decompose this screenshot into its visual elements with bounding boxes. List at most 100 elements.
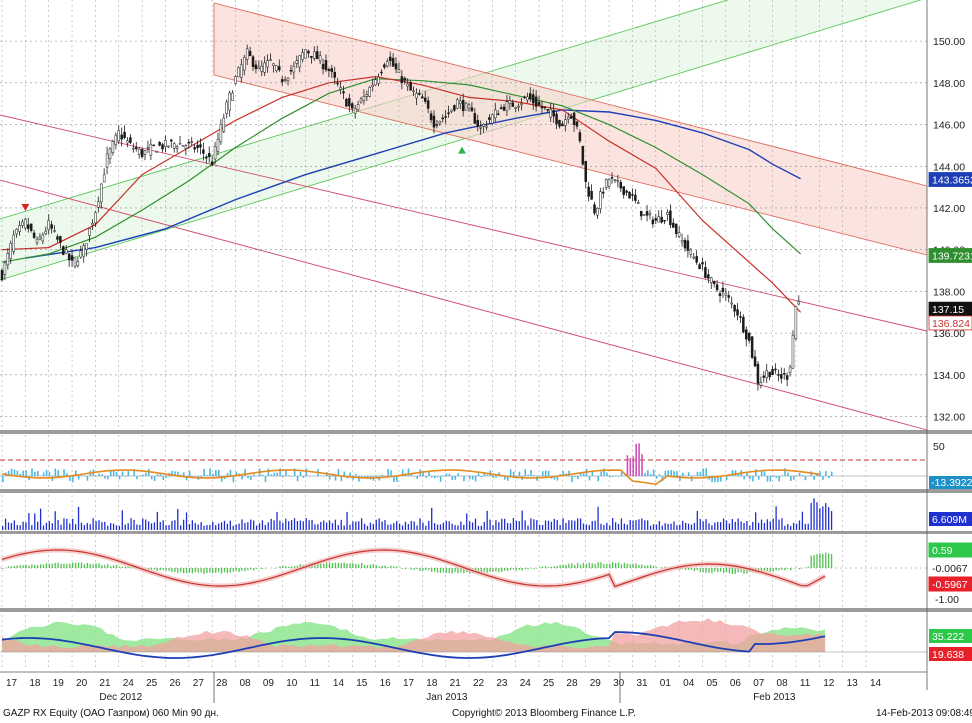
volume-bar — [80, 522, 83, 530]
osc1-bar — [112, 469, 115, 476]
osc1-bar — [504, 476, 506, 480]
candle-body — [488, 117, 491, 120]
osc1-bar — [541, 471, 544, 476]
volume-bar — [72, 518, 74, 530]
candle-body — [307, 50, 310, 54]
osc3-bar — [153, 568, 156, 570]
osc1-bar — [276, 472, 278, 476]
osc1-bar — [544, 470, 547, 476]
volume-bar — [591, 521, 593, 530]
candle-body — [269, 59, 272, 61]
volume-bar — [317, 524, 319, 530]
volume-bar — [244, 523, 246, 530]
candle-body — [494, 109, 497, 119]
candle-body — [181, 145, 185, 147]
osc3-bar — [325, 562, 328, 568]
osc3-bar — [661, 567, 663, 568]
osc3-bar — [121, 566, 123, 568]
candle-body — [91, 222, 94, 226]
osc1-bar — [296, 476, 299, 482]
osc1-bar — [363, 476, 366, 478]
osc1-bar — [401, 469, 404, 476]
candle-body — [266, 60, 269, 68]
volume-bar — [194, 523, 196, 530]
candle-body — [117, 130, 120, 142]
volume-bar — [10, 523, 13, 530]
osc3-bar — [696, 568, 698, 571]
osc1-bar — [98, 473, 100, 476]
osc3-bar — [413, 568, 415, 570]
volume-bar — [37, 521, 39, 530]
candle-body — [289, 69, 293, 72]
volume-bar — [559, 525, 561, 530]
osc3-bar — [396, 566, 398, 568]
osc1-bar — [483, 472, 486, 476]
volume-bar — [778, 519, 780, 530]
candle-body — [587, 186, 590, 197]
osc3-bar — [419, 568, 421, 571]
osc3-bar — [375, 565, 377, 568]
candle-body — [581, 145, 585, 165]
volume-bar — [501, 518, 503, 530]
candle-body — [785, 375, 789, 380]
volume-bar — [28, 513, 30, 530]
x-tick-label: 07 — [753, 678, 765, 689]
volume-bar — [655, 524, 658, 530]
candle-body — [164, 140, 167, 147]
candle-body — [178, 143, 182, 145]
osc3-bar — [372, 564, 374, 568]
volume-bar — [180, 525, 182, 530]
osc3-bar — [150, 568, 153, 570]
volume-bar — [457, 525, 459, 530]
osc3-bar — [705, 568, 707, 573]
osc1-bar — [349, 472, 351, 476]
candle-body — [491, 114, 494, 124]
osc1-bar — [457, 473, 459, 476]
osc3-bar — [250, 568, 252, 570]
candle-body — [458, 100, 462, 104]
volume-bar — [480, 525, 482, 530]
osc3-bar — [448, 568, 450, 574]
candle-body — [318, 55, 322, 62]
price-badge-label: 137.15 — [932, 304, 964, 316]
osc1-bar — [220, 476, 223, 482]
osc3-badge — [928, 560, 972, 576]
candle-body — [371, 84, 374, 87]
osc1-bar — [361, 476, 363, 477]
x-tick-label: 22 — [473, 678, 485, 689]
osc3-bar — [828, 553, 830, 568]
price-badge-ma_mid — [928, 248, 972, 263]
volume-bar — [296, 520, 299, 530]
osc3-bar — [220, 568, 223, 574]
candle-body — [692, 256, 695, 259]
osc3-bar — [647, 565, 649, 568]
volume-bar — [416, 525, 418, 530]
osc3-bar — [393, 566, 395, 568]
candle-body — [561, 123, 564, 127]
osc3-bar — [509, 568, 512, 571]
volume-bar — [556, 519, 558, 530]
candle-body — [549, 109, 552, 118]
candle-body — [353, 108, 357, 114]
volume-bar — [203, 525, 205, 530]
volume-bar — [361, 518, 363, 530]
candle-body — [575, 121, 579, 127]
osc1-badge-label: -13.3922 — [931, 477, 972, 489]
candle-body — [73, 257, 77, 267]
candle-body — [321, 64, 325, 70]
osc1-bar — [591, 470, 594, 476]
volume-bar — [206, 525, 208, 530]
volume-bar — [174, 520, 176, 530]
candle-body — [619, 181, 623, 189]
osc1-bar — [10, 468, 13, 476]
osc3-bar — [241, 568, 243, 571]
osc1-bar — [451, 476, 454, 481]
osc3-bar — [617, 562, 620, 568]
osc1-bar — [177, 471, 179, 476]
footer-timestamp: 14-Feb-2013 09:08:49 — [876, 708, 972, 719]
falling-channel-lower — [213, 74, 928, 256]
osc3-bar — [714, 568, 716, 572]
volume-bar — [4, 518, 7, 530]
osc1-signal-line — [1, 469, 820, 486]
osc3-bar — [445, 568, 447, 573]
